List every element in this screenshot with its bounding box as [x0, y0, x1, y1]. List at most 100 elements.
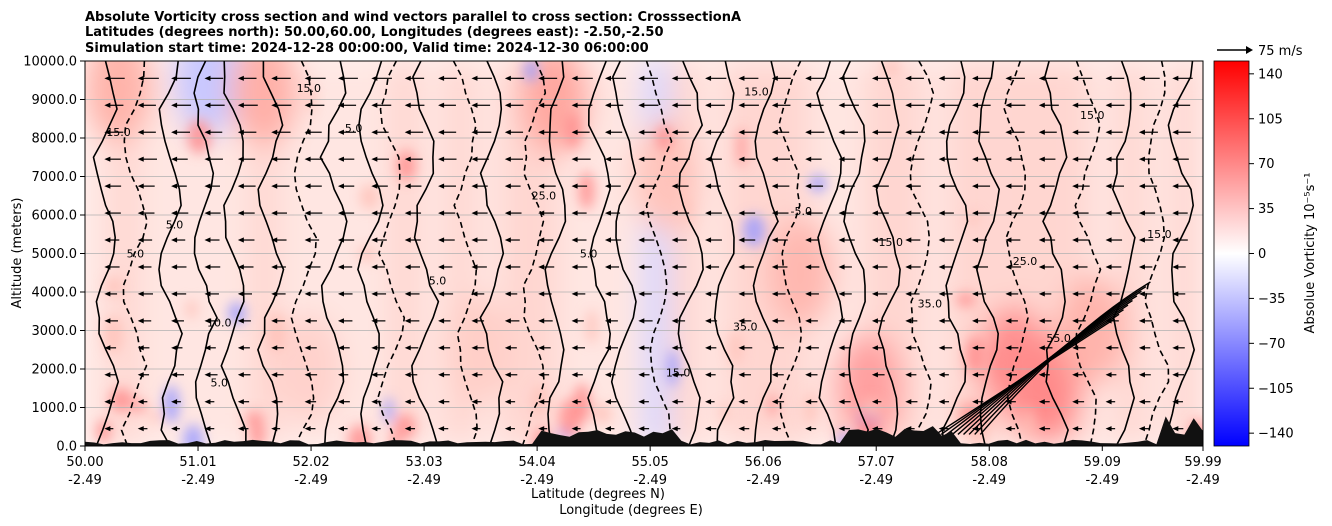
wind-vector-head	[304, 102, 311, 108]
wind-vector-head	[705, 318, 712, 324]
colorbar-ticks: 140 105 70 35 0 −35 −70 −105 −140	[1249, 67, 1294, 442]
contour-line	[1167, 61, 1196, 446]
wind-vector-head	[237, 237, 244, 243]
wind-vector-head	[771, 318, 778, 324]
vorticity-cell	[682, 196, 691, 224]
wind-vector-head	[671, 237, 678, 243]
contour-line	[979, 281, 1151, 435]
wind-vector-head	[471, 291, 478, 297]
wind-vector-head	[404, 291, 411, 297]
wind-vector-head	[104, 399, 111, 405]
wind-vector-head	[371, 372, 378, 378]
wind-vector-head	[504, 264, 511, 270]
wind-vector-head	[1005, 291, 1012, 297]
wind-vector-head	[204, 129, 211, 135]
y-tick-label: 6000.0	[32, 209, 78, 224]
quiver-key-arrowhead	[1246, 46, 1253, 54]
wind-vector-head	[938, 291, 945, 297]
wind-vector-head	[738, 156, 745, 162]
wind-vector-head	[571, 102, 578, 108]
wind-vector-head	[838, 399, 845, 405]
wind-vector-head	[371, 399, 378, 405]
wind-vector-head	[471, 129, 478, 135]
vorticity-cell	[804, 391, 817, 426]
vorticity-blob	[85, 61, 153, 143]
colorbar-label: Absolue Vorticity 10⁻⁵s⁻¹	[1303, 173, 1318, 334]
wind-vector-head	[137, 156, 144, 162]
x-tick-label-lat: 51.01	[179, 455, 216, 470]
vorticity-cell	[585, 309, 598, 345]
wind-vector-head	[1172, 129, 1179, 135]
wind-vector-head	[538, 291, 545, 297]
vorticity-cell	[523, 61, 539, 82]
wind-vector-head	[1172, 426, 1179, 432]
wind-vector-head	[604, 75, 611, 81]
wind-vector-head	[204, 237, 211, 243]
wind-vector-head	[438, 210, 445, 216]
wind-vector-head	[1172, 156, 1179, 162]
x-tick-label-lat: 59.09	[1084, 455, 1121, 470]
colorbar-tick-label: 35	[1258, 202, 1275, 217]
x-tick-label-lat: 58.08	[971, 455, 1008, 470]
wind-vector-head	[1005, 75, 1012, 81]
wind-vector-head	[137, 291, 144, 297]
wind-vector-head	[371, 183, 378, 189]
wind-vector-head	[838, 264, 845, 270]
vorticity-cell	[383, 397, 394, 424]
x-tick-label-lat: 57.07	[858, 455, 895, 470]
wind-vector-head	[271, 264, 278, 270]
wind-vector-head	[171, 426, 178, 432]
wind-vector-head	[471, 318, 478, 324]
wind-vector-head	[938, 372, 945, 378]
wind-vector-head	[438, 183, 445, 189]
wind-vector-head	[171, 291, 178, 297]
vorticity-cell	[882, 61, 901, 76]
contour-label: 15.0	[879, 236, 904, 249]
wind-vector-head	[104, 345, 111, 351]
wind-vector-head	[705, 183, 712, 189]
wind-vector-head	[738, 210, 745, 216]
wind-vector-head	[371, 237, 378, 243]
x-tick-label-lon: -2.49	[1186, 473, 1220, 488]
contour-line	[677, 61, 704, 446]
wind-vector-head	[237, 129, 244, 135]
quiver-key: 75 m/s	[1217, 44, 1303, 59]
wind-vector-head	[104, 102, 111, 108]
y-tick-label: 5000.0	[32, 247, 78, 262]
contour-label: 15.0	[297, 82, 322, 95]
wind-vectors	[104, 75, 1193, 432]
wind-vector-head	[905, 318, 912, 324]
wind-vector-head	[805, 345, 812, 351]
wind-vector-head	[571, 264, 578, 270]
wind-vector-head	[1172, 291, 1179, 297]
wind-vector-head	[905, 183, 912, 189]
contour-label: 35.0	[733, 321, 758, 334]
wind-vector-head	[337, 75, 344, 81]
wind-vector-head	[1105, 426, 1112, 432]
wind-vector-head	[337, 102, 344, 108]
wind-vector-head	[1105, 102, 1112, 108]
wind-vector-head	[738, 237, 745, 243]
wind-vector-head	[304, 426, 311, 432]
x-tick-label-lat: 50.00	[66, 455, 103, 470]
wind-vector-head	[204, 318, 211, 324]
wind-vector-head	[337, 264, 344, 270]
wind-vector-head	[805, 102, 812, 108]
wind-vector-head	[171, 399, 178, 405]
wind-vector-head	[538, 183, 545, 189]
wind-vector-head	[538, 264, 545, 270]
wind-vector-head	[1172, 102, 1179, 108]
wind-vector-head	[1072, 399, 1079, 405]
wind-vector-head	[838, 291, 845, 297]
wind-vector-head	[604, 156, 611, 162]
contour-line	[479, 61, 505, 446]
wind-vector-head	[204, 372, 211, 378]
y-tick-label: 3000.0	[32, 324, 78, 339]
wind-vector-head	[604, 102, 611, 108]
x-tick-label-lat: 55.05	[632, 455, 669, 470]
wind-vector-head	[738, 264, 745, 270]
wind-vector-head	[738, 345, 745, 351]
wind-vector-head	[671, 264, 678, 270]
wind-vector-head	[171, 129, 178, 135]
x-tick-label-lon: -2.49	[294, 473, 328, 488]
